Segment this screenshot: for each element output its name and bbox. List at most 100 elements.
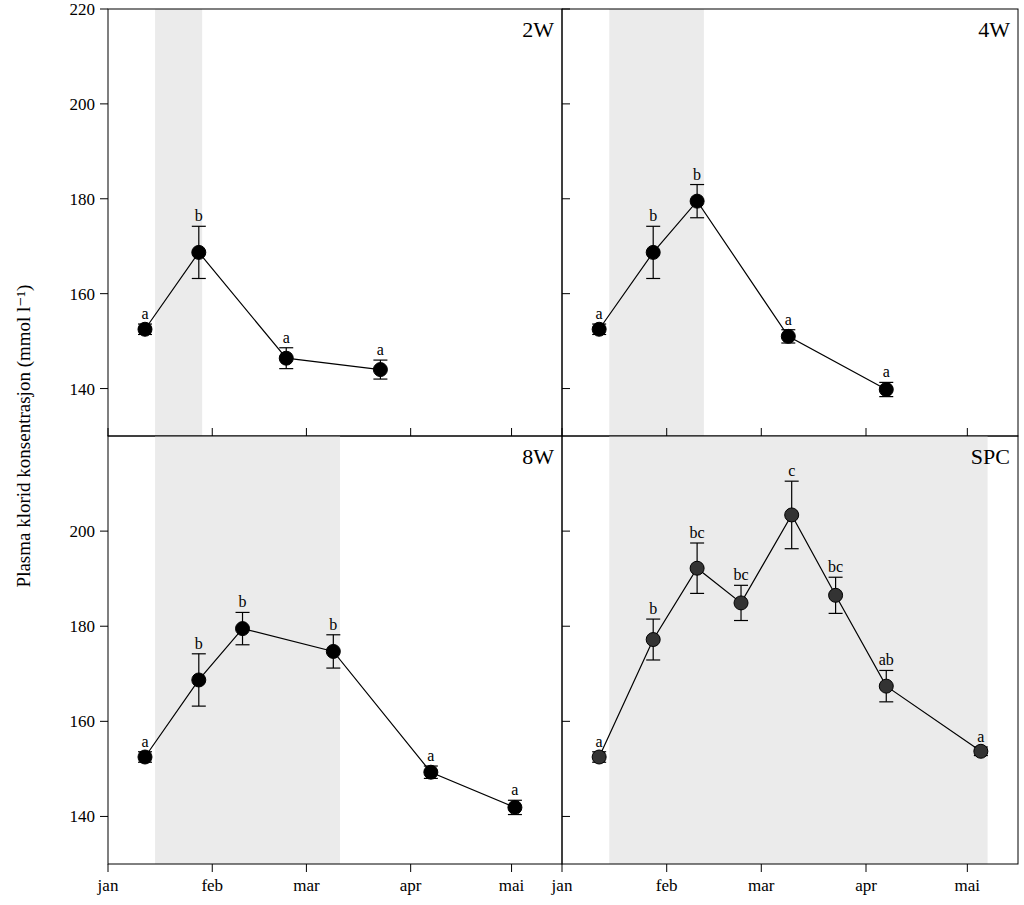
panel: abbcbccbcabajanfebmaraprmaiSPC — [551, 436, 1018, 895]
significance-letter: a — [785, 311, 792, 328]
significance-letter: a — [283, 329, 290, 346]
y-tick — [100, 388, 108, 389]
error-bar — [690, 185, 704, 218]
marker — [785, 508, 799, 522]
marker — [974, 744, 988, 758]
x-tick — [511, 428, 512, 436]
error-bar — [781, 330, 795, 343]
error-cap — [373, 359, 387, 360]
error-cap — [785, 548, 799, 549]
panel: abbaa4W — [562, 9, 1018, 436]
y-tick-label: 140 — [70, 380, 96, 399]
y-tick — [100, 721, 108, 722]
panel: abaa1401601802002202W — [70, 0, 563, 436]
marker — [192, 245, 206, 259]
x-tick — [761, 864, 762, 872]
x-tick — [967, 428, 968, 436]
x-tick-label: feb — [201, 876, 223, 895]
y-tick — [562, 9, 570, 10]
x-tick — [108, 864, 109, 872]
significance-letter: a — [141, 733, 148, 750]
error-cap — [734, 620, 748, 621]
plot-area — [138, 9, 387, 436]
series-line — [145, 629, 515, 808]
significance-letter: bc — [690, 524, 705, 541]
significance-letter: b — [195, 635, 203, 652]
plot-area — [138, 436, 522, 864]
error-bar — [646, 619, 660, 660]
x-tick-label: mai — [499, 876, 525, 895]
error-cap — [192, 226, 206, 227]
marker — [236, 622, 250, 636]
x-tick — [666, 428, 667, 436]
significance-letter: a — [511, 781, 518, 798]
error-bar — [879, 670, 893, 701]
y-tick — [562, 293, 570, 294]
x-tick-label: apr — [400, 876, 422, 895]
marker — [646, 245, 660, 259]
significance-letter: c — [788, 462, 795, 479]
y-tick — [562, 816, 570, 817]
x-tick — [212, 864, 213, 872]
plot-area — [592, 436, 988, 864]
marker — [690, 561, 704, 575]
significance-letter: a — [141, 305, 148, 322]
x-tick-label: apr — [855, 876, 877, 895]
x-tick-label: mar — [293, 876, 320, 895]
panel-title: 2W — [522, 17, 554, 42]
marker — [734, 596, 748, 610]
error-cap — [236, 644, 250, 645]
significance-letter: b — [195, 207, 203, 224]
y-tick — [100, 626, 108, 627]
error-cap — [785, 481, 799, 482]
error-bar — [734, 585, 748, 620]
x-tick — [562, 864, 563, 872]
y-axis-label: Plasma klorid konsentrasjon (mmol l⁻¹) — [13, 285, 35, 588]
y-tick — [562, 626, 570, 627]
x-tick — [410, 864, 411, 872]
error-bar — [424, 766, 438, 778]
error-bar — [279, 348, 293, 369]
error-bar — [785, 481, 799, 549]
error-cap — [279, 347, 293, 348]
x-tick — [511, 864, 512, 872]
x-tick — [306, 428, 307, 436]
y-tick-label: 160 — [70, 285, 96, 304]
error-cap — [879, 701, 893, 702]
error-bar — [236, 612, 250, 644]
marker — [646, 633, 660, 647]
y-tick — [100, 293, 108, 294]
frame — [562, 9, 1018, 436]
significance-letter: a — [427, 747, 434, 764]
x-tick — [866, 864, 867, 872]
error-cap — [690, 217, 704, 218]
significance-letter: a — [883, 363, 890, 380]
x-tick — [866, 428, 867, 436]
error-cap — [192, 278, 206, 279]
marker — [138, 322, 152, 336]
significance-letter: a — [596, 733, 603, 750]
y-tick — [100, 9, 108, 10]
x-tick — [666, 864, 667, 872]
marker — [879, 679, 893, 693]
y-tick — [100, 198, 108, 199]
marker — [424, 765, 438, 779]
significance-letter: b — [693, 166, 701, 183]
x-tick — [562, 428, 563, 436]
error-cap — [646, 659, 660, 660]
marker — [592, 322, 606, 336]
error-bar — [690, 543, 704, 593]
x-tick — [306, 864, 307, 872]
shaded-period — [155, 9, 202, 436]
shaded-period — [155, 436, 340, 864]
panel: abbbaa140160180200janfebmaraprmai8W — [70, 436, 563, 895]
y-tick — [562, 721, 570, 722]
error-cap — [373, 378, 387, 379]
error-cap — [646, 226, 660, 227]
error-cap — [192, 706, 206, 707]
figure: abaa1401601802002202WPlasma klorid konse… — [0, 0, 1024, 905]
y-tick — [100, 531, 108, 532]
significance-letter: b — [649, 207, 657, 224]
plot-area — [592, 9, 893, 436]
error-cap — [690, 542, 704, 543]
